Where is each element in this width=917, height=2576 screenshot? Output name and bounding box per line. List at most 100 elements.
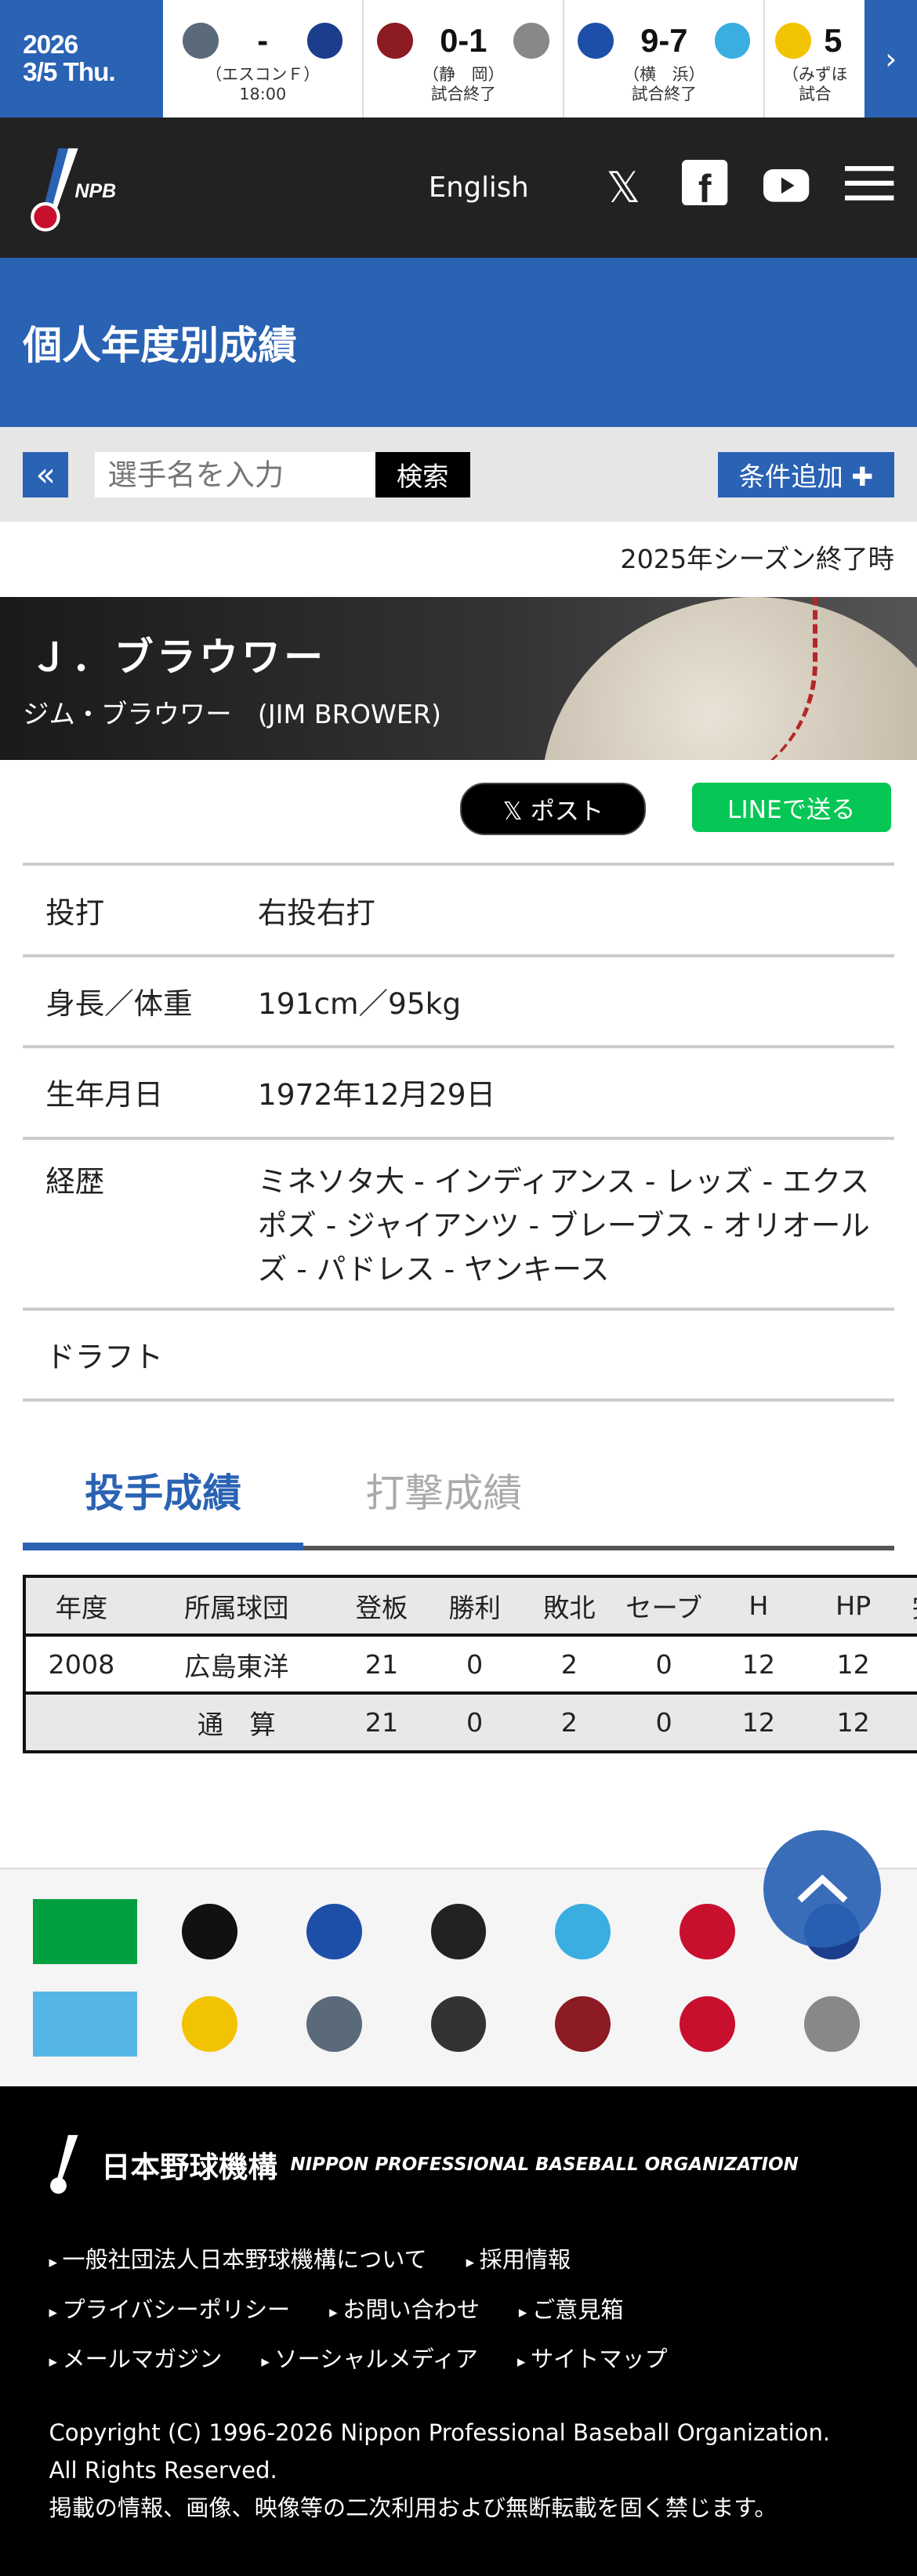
search-button[interactable]: 検索 [375,451,470,497]
game-card[interactable]: 5 （みずほ 試合 [765,0,864,118]
stats-cell: 2 [522,1633,617,1695]
footer-link[interactable]: 採用情報 [466,2246,571,2273]
profile-row: 経歴 ミネソタ大 - インディアンス - レッズ - エクスポズ - ジャイアンツ… [23,1140,894,1311]
line-share-button[interactable]: LINEで送る [691,783,891,832]
stats-total-cell: 21 [335,1691,428,1754]
footer-link[interactable]: メールマガジン [49,2346,222,2372]
profile-label: ドラフト [45,1340,164,1375]
stats-table[interactable]: 年度所属球団登板勝利敗北セーブHHP完2008広島東洋210201212通 算2… [23,1574,917,1754]
svg-text:f: f [698,167,712,205]
scoreboard: 2026 3/5 Thu. - （エスコンＦ） 18:00 0-1 （静 岡） 試合終了 9-… [0,0,917,118]
team-logo[interactable] [306,1995,362,2052]
double-chevron-left-icon[interactable]: « [23,451,69,497]
x-post-button[interactable]: 𝕏 ポスト [460,783,647,835]
stats-cell: 12 [806,1633,901,1695]
player-search-input[interactable] [94,451,375,497]
profile-value: 1972年12月29日 [257,1077,496,1113]
profile-label: 生年月日 [45,1077,164,1113]
footer-link[interactable]: ソーシャルメディア [261,2346,478,2372]
youtube-icon[interactable] [763,163,810,212]
game-venue: （エスコンＦ） [205,65,320,85]
stats-total-cell: 12 [711,1691,806,1754]
team-logo[interactable] [181,1995,237,2052]
chevron-right-icon[interactable]: › [864,0,917,118]
tab-pitching[interactable]: 投手成績 [23,1451,304,1550]
profile-row: 身長／体重 191cm／95kg [23,957,894,1049]
footer-link[interactable]: ご意見箱 [519,2296,624,2323]
stats-total-cell: 12 [806,1691,901,1754]
stats-total-cell: 2 [522,1691,617,1754]
add-condition-button[interactable]: 条件追加 ✚ [718,451,894,497]
notice-line: 掲載の情報、画像、映像等の二次利用および無断転載を固く禁じます。 [49,2494,777,2521]
footer: 日本野球機構 NIPPON PROFESSIONAL BASEBALL ORGA… [0,2086,917,2576]
footer-link-row: プライバシーポリシー お問い合わせ ご意見箱 [49,2286,868,2335]
game-status: 試合 [799,85,832,104]
stats-header: 敗北 [522,1574,617,1637]
footer-link[interactable]: 一般社団法人日本野球機構について [49,2246,426,2273]
game-result: 5 [824,22,843,60]
game-venue: （みずほ [782,65,848,85]
footer-logo: 日本野球機構 NIPPON PROFESSIONAL BASEBALL ORGA… [49,2132,868,2197]
footer-link-row: 一般社団法人日本野球機構について 採用情報 [49,2236,868,2285]
game-card[interactable]: - （エスコンＦ） 18:00 [163,0,364,118]
team-logo[interactable] [430,1904,487,1959]
team-logo[interactable] [680,1995,736,2052]
copyright-line: Copyright (C) 1996-2026 Nippon Professio… [49,2419,831,2446]
stats-total-cell [901,1691,917,1754]
facebook-icon[interactable]: f [682,159,728,215]
season-note: 2025年シーズン終了時 [620,544,894,575]
game-score-row: 9-7 [564,16,763,65]
menu-icon[interactable] [845,163,894,212]
game-result: - [257,22,269,60]
stats-header: 勝利 [427,1574,523,1637]
player-name: Ｊ．ブラウワー [29,635,327,681]
game-status: 18:00 [239,85,287,104]
footer-org-jp: 日本野球機構 [101,2149,277,2184]
search-bar: « 検索 条件追加 ✚ [0,427,917,523]
game-score-row: 0-1 [364,16,563,65]
site-header: NPB English 𝕏 f [0,117,917,258]
stats-cell: 12 [711,1633,806,1695]
team-logo[interactable] [32,1991,138,2057]
team-logo[interactable] [32,1898,138,1965]
share-buttons: 𝕏 ポスト LINEで送る [0,760,917,835]
profile-table: 投打 右投右打 身長／体重 191cm／95kg 生年月日 1972年12月29日 経歴 ミネ… [23,863,894,1402]
game-card[interactable]: 0-1 （静 岡） 試合終了 [364,0,565,118]
stats-cell: 広島東洋 [136,1633,336,1695]
total-row: 通 算 21 0 2 0 12 12 [26,1691,917,1754]
stats-header: 完 [901,1574,917,1637]
english-link[interactable]: English [428,171,529,204]
tab-batting[interactable]: 打撃成績 [365,1470,523,1516]
stats-cell: 2008 [26,1633,137,1695]
game-card[interactable]: 9-7 （横 浜） 試合終了 [564,0,766,118]
team-logo[interactable] [306,1904,362,1959]
page-title: 個人年度別成績 [0,257,917,428]
team-logo[interactable] [680,1904,736,1959]
footer-link[interactable]: プライバシーポリシー [49,2296,290,2323]
team-logo[interactable] [555,1904,611,1959]
away-team-logo [714,23,751,59]
stats-cell [901,1633,917,1695]
home-team-logo [377,23,414,59]
stats-header: H [711,1574,806,1637]
team-logo[interactable] [181,1904,237,1959]
footer-link[interactable]: サイトマップ [517,2346,668,2372]
scoreboard-date: 2026 3/5 Thu. [0,0,164,118]
team-logo[interactable] [804,1995,860,2052]
profile-row: ドラフト [23,1311,894,1402]
profile-value: ミネソタ大 - インディアンス - レッズ - エクスポズ - ジャイアンツ -… [257,1163,870,1286]
stats-total-cell [26,1691,137,1754]
games-strip: - （エスコンＦ） 18:00 0-1 （静 岡） 試合終了 9-7 （横 浜） 試合終了 5 （み… [163,0,864,118]
table-row: 2008 広島東洋 21 0 2 0 12 12 [26,1633,917,1695]
baseball-seam [633,596,817,761]
scroll-top-button[interactable] [763,1829,882,1948]
team-logo[interactable] [555,1995,611,2052]
team-logo[interactable] [430,1995,487,2052]
profile-label: 投打 [45,895,105,930]
npb-logo[interactable]: NPB [26,142,140,233]
footer-link[interactable]: お問い合わせ [329,2296,480,2323]
stats-cell: 0 [616,1633,712,1695]
x-icon[interactable]: 𝕏 [606,162,641,212]
stats-cell: 0 [427,1633,523,1695]
home-team-logo [774,23,811,59]
